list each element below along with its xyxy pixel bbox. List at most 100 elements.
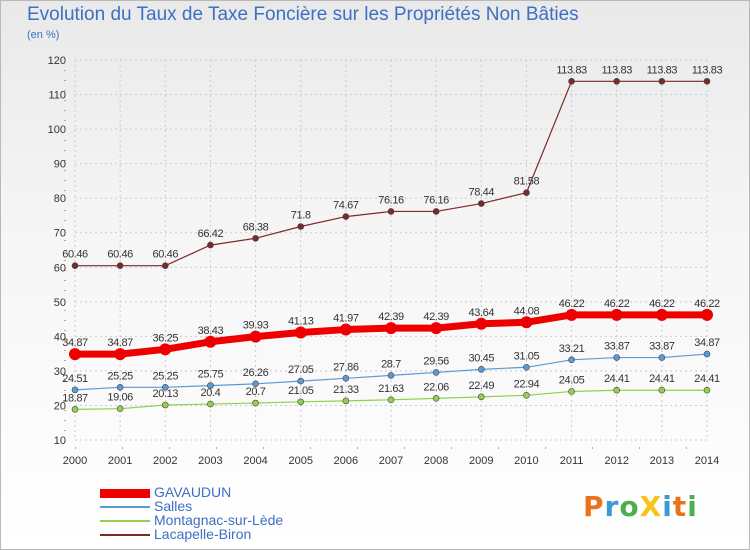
- series-point: [161, 401, 169, 409]
- data-label: 25.25: [107, 370, 133, 382]
- series-point: [114, 348, 127, 361]
- data-label: 76.16: [423, 194, 449, 206]
- series-point: [71, 262, 79, 269]
- chart-title: Evolution du Taux de Taxe Foncière sur l…: [27, 4, 579, 25]
- series-point: [610, 308, 623, 321]
- data-label: 25.75: [198, 369, 224, 381]
- series-point: [161, 384, 169, 391]
- legend-swatch: [100, 520, 150, 522]
- x-tick-label: 2001: [108, 455, 132, 467]
- series-point: [523, 391, 530, 399]
- x-tick-label: 2008: [424, 455, 448, 467]
- legend-label: Lacapelle-Biron: [154, 526, 252, 542]
- data-label: 68.38: [243, 221, 269, 233]
- x-tick-label: 2004: [243, 455, 267, 467]
- series-point: [613, 354, 621, 361]
- proxiti-logo: ProXiti: [583, 490, 698, 523]
- x-tick-label: 2012: [604, 455, 628, 467]
- series-point: [71, 406, 79, 413]
- data-label: 36.25: [153, 332, 179, 344]
- legend-swatch: [100, 488, 150, 498]
- y-tick-label: 60: [54, 262, 66, 274]
- x-tick-label: 2009: [469, 455, 493, 467]
- series-point: [297, 223, 305, 230]
- data-label: 33.87: [604, 341, 630, 353]
- data-label: 113.83: [601, 64, 632, 76]
- y-tick-label: 110: [48, 90, 66, 102]
- data-label: 113.83: [647, 64, 678, 76]
- series-point: [568, 78, 575, 85]
- series-point: [477, 366, 485, 373]
- data-label: 34.87: [107, 337, 133, 349]
- x-tick-label: 2006: [334, 455, 358, 467]
- legend-item: Lacapelle-Biron: [100, 526, 340, 542]
- y-tick-label: 50: [54, 297, 66, 309]
- data-label: 60.46: [62, 249, 88, 261]
- x-tick-label: 2005: [288, 455, 312, 467]
- logo-letter: r: [604, 490, 620, 523]
- y-tick-label: 20: [54, 400, 66, 412]
- series-point: [204, 335, 217, 348]
- data-label: 24.05: [559, 374, 585, 386]
- logo-letter: i: [687, 490, 698, 523]
- data-label: 42.39: [378, 311, 404, 323]
- series-point: [297, 377, 305, 385]
- data-label: 26.26: [243, 367, 269, 379]
- series-point: [339, 323, 352, 336]
- data-label: 71.8: [291, 210, 311, 222]
- data-label: 34.87: [694, 337, 720, 349]
- series-point: [161, 262, 169, 269]
- y-tick-label: 90: [54, 159, 66, 171]
- series-point: [658, 386, 666, 394]
- data-label: 28.7: [381, 358, 401, 370]
- series-point: [477, 393, 485, 401]
- series-point: [116, 384, 124, 391]
- series-point: [69, 348, 81, 361]
- series-point: [655, 308, 668, 321]
- data-label: 113.83: [556, 64, 587, 76]
- y-tick-label: 30: [54, 366, 66, 378]
- x-tick-label: 2013: [650, 455, 674, 467]
- series-point: [523, 189, 530, 197]
- series-point: [207, 400, 214, 408]
- logo-letter: X: [639, 490, 663, 523]
- data-label: 81.58: [514, 176, 540, 188]
- legend-label: Salles: [154, 498, 193, 514]
- legend-label: Montagnac-sur-Lède: [154, 512, 284, 528]
- series-point: [249, 330, 262, 343]
- series-point: [294, 326, 307, 339]
- series-point: [342, 375, 350, 382]
- series-point: [207, 382, 214, 389]
- data-label: 24.41: [694, 373, 720, 385]
- data-label: 20.4: [201, 387, 221, 399]
- data-label: 30.45: [469, 352, 495, 364]
- series-point: [658, 78, 666, 85]
- data-label: 60.46: [153, 249, 179, 261]
- series-point: [252, 235, 259, 242]
- series-point: [613, 78, 621, 85]
- x-tick-label: 2010: [514, 455, 538, 467]
- series-point: [387, 208, 395, 215]
- series-point: [116, 262, 124, 269]
- data-label: 27.05: [288, 364, 314, 376]
- legend-swatch: [100, 534, 150, 536]
- series-point: [432, 208, 440, 215]
- series-point: [703, 350, 711, 358]
- data-label: 25.25: [153, 370, 179, 382]
- data-label: 41.13: [288, 315, 314, 327]
- data-label: 74.67: [333, 200, 359, 212]
- data-label: 24.41: [604, 373, 630, 385]
- data-label: 46.22: [559, 298, 585, 310]
- series-point: [297, 398, 305, 406]
- data-label: 21.33: [333, 384, 359, 396]
- series-point: [477, 200, 485, 207]
- legend-item: Montagnac-sur-Lède: [100, 512, 340, 528]
- series-point: [387, 396, 395, 404]
- data-label: 42.39: [423, 311, 449, 323]
- logo-letter: t: [672, 490, 688, 523]
- data-label: 39.93: [243, 320, 269, 332]
- y-tick-label: 10: [54, 435, 66, 447]
- series-point: [565, 308, 578, 321]
